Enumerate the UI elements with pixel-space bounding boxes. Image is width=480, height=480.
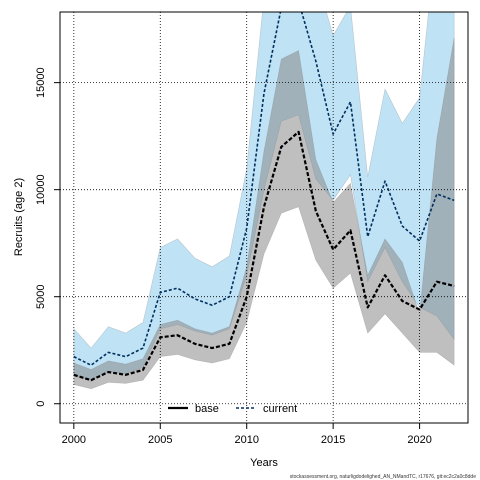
y-axis: 0 5000 10000 15000 [35, 67, 60, 407]
line-base [73, 130, 455, 382]
x-tick-label-4: 2020 [407, 434, 431, 446]
plot-frame [59, 11, 469, 424]
x-axis-title: Years [250, 457, 278, 469]
y-axis-title: Recruits (age 2) [13, 178, 25, 256]
y-tick-label-3: 15000 [35, 67, 47, 98]
footnote: stockassessment.org, naturligdodelighed_… [290, 474, 476, 480]
x-tick-label-0: 2000 [62, 434, 86, 446]
series-lines [73, 12, 455, 382]
y-tick-label-2: 10000 [35, 174, 47, 205]
legend-label-current: current [263, 403, 297, 415]
legend-label-base: base [195, 403, 219, 415]
legend: base current [168, 403, 297, 415]
band-base [73, 37, 455, 390]
x-tick-label-2: 2010 [234, 434, 258, 446]
confidence-bands [73, 12, 455, 390]
x-tick-label-1: 2005 [148, 434, 172, 446]
x-tick-label-3: 2015 [321, 434, 345, 446]
y-tick-label-0: 0 [35, 401, 47, 407]
y-tick-label-1: 5000 [35, 284, 47, 308]
line-current [73, 12, 455, 367]
x-axis: 2000 2005 2010 2015 2020 [62, 423, 432, 446]
